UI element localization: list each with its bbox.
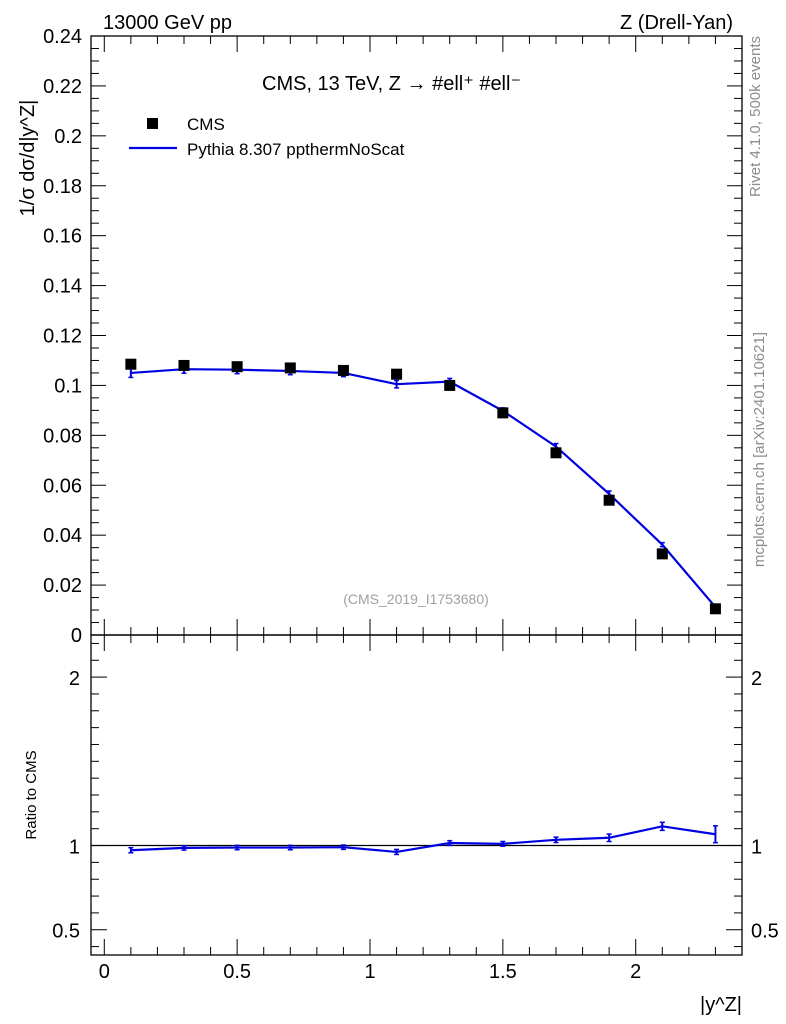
header-right: Z (Drell-Yan) xyxy=(620,12,733,34)
ratio-y-tick-label: 1 xyxy=(69,837,80,859)
cms-data-point xyxy=(337,364,349,376)
cms-data-point xyxy=(391,368,403,380)
x-tick-label: 2 xyxy=(630,961,641,983)
ratio-y-axis-label: Ratio to CMS xyxy=(23,750,40,839)
cms-data-point xyxy=(709,603,721,615)
ratio-x-ticks xyxy=(103,635,716,955)
cms-data-point xyxy=(497,407,509,419)
main-y-tick-label: 0.22 xyxy=(43,76,82,98)
x-axis-label: |y^Z| xyxy=(700,994,742,1016)
cms-data-point xyxy=(444,379,456,391)
ratio-y-axis-label-group: Ratio to CMS xyxy=(23,750,40,839)
x-tick-label: 1 xyxy=(364,961,375,983)
main-title-group: CMS, 13 TeV, Z → #ell⁺ #ell⁻ xyxy=(262,73,521,95)
legend-label-cms: CMS xyxy=(187,115,225,134)
x-tick-label: 1.5 xyxy=(489,961,517,983)
legend: CMS Pythia 8.307 ppthermNoScat xyxy=(129,115,405,159)
main-y-axis-label-group: 1/σ dσ/d|y^Z| xyxy=(17,100,39,217)
ratio-frame xyxy=(90,634,743,956)
main-mc-series xyxy=(128,364,718,610)
main-panel: 0 0.02 0.04 0.06 0.08 0.1 0.12 0.14 0.16 0.18 0.2 0… xyxy=(17,26,743,647)
main-y-axis-label: 1/σ dσ/d|y^Z| xyxy=(17,100,39,217)
chart-title: CMS, 13 TeV, Z → #ell⁺ #ell⁻ xyxy=(262,73,521,95)
main-y-tick-label: 0 xyxy=(71,625,82,647)
cms-data-point xyxy=(284,362,296,374)
ratio-y-tick-label: 2 xyxy=(69,668,80,690)
ratio-y-tick-label: 0.5 xyxy=(52,921,80,943)
main-data-series xyxy=(125,358,721,615)
ratio-x-tick-labels: 0 0.5 1 1.5 2 xyxy=(99,961,642,983)
main-y-tick-label: 0.04 xyxy=(43,525,82,547)
main-x-ticks xyxy=(103,36,716,635)
legend-marker-cms xyxy=(147,118,158,129)
cms-data-point xyxy=(603,494,615,506)
ratio-y-tick-label-right: 0.5 xyxy=(751,921,779,943)
main-y-tick-label: 0.16 xyxy=(43,226,82,248)
cms-data-point xyxy=(550,447,562,459)
ratio-y-tick-label-right: 1 xyxy=(751,837,762,859)
cms-data-point xyxy=(125,358,137,370)
header-left: 13000 GeV pp xyxy=(103,12,232,34)
rivet-version-label: Rivet 4.1.0, 500k events xyxy=(747,36,764,197)
main-y-tick-label: 0.02 xyxy=(43,575,82,597)
main-y-ticks xyxy=(91,35,742,636)
ratio-y-tick-labels: 0.5 0.5 1 1 2 2 xyxy=(52,668,779,943)
ratio-y-tick-label-right: 2 xyxy=(751,668,762,690)
ratio-mc-series xyxy=(128,821,718,856)
main-y-tick-label: 0.18 xyxy=(43,176,82,198)
main-y-tick-label: 0.2 xyxy=(54,126,82,148)
ratio-y-ticks xyxy=(91,642,742,948)
x-tick-label: 0 xyxy=(99,961,110,983)
main-y-tick-label: 0.24 xyxy=(43,26,82,48)
main-y-tick-label: 0.14 xyxy=(43,276,82,298)
main-y-tick-label: 0.08 xyxy=(43,425,82,447)
pythia-line xyxy=(130,368,717,608)
main-y-tick-labels: 0 0.02 0.04 0.06 0.08 0.1 0.12 0.14 0.16 0.18 0.2 0… xyxy=(43,26,82,647)
ratio-panel: 0.5 0.5 1 1 2 2 0 0.5 1 1.5 2 Ratio to CMS xyxy=(23,634,779,983)
mcplots-label: mcplots.cern.ch [arXiv:2401.10621] xyxy=(751,332,768,567)
cms-data-point xyxy=(178,359,190,371)
legend-label-pythia: Pythia 8.307 ppthermNoScat xyxy=(187,140,405,159)
main-y-tick-label: 0.12 xyxy=(43,326,82,348)
ratio-pythia-line xyxy=(130,825,716,854)
cms-data-point xyxy=(656,548,668,560)
main-y-tick-label: 0.06 xyxy=(43,475,82,497)
cms-data-point xyxy=(231,361,243,373)
analysis-watermark: (CMS_2019_I1753680) xyxy=(343,591,489,607)
x-tick-label: 0.5 xyxy=(223,961,251,983)
main-y-tick-label: 0.1 xyxy=(54,375,82,397)
